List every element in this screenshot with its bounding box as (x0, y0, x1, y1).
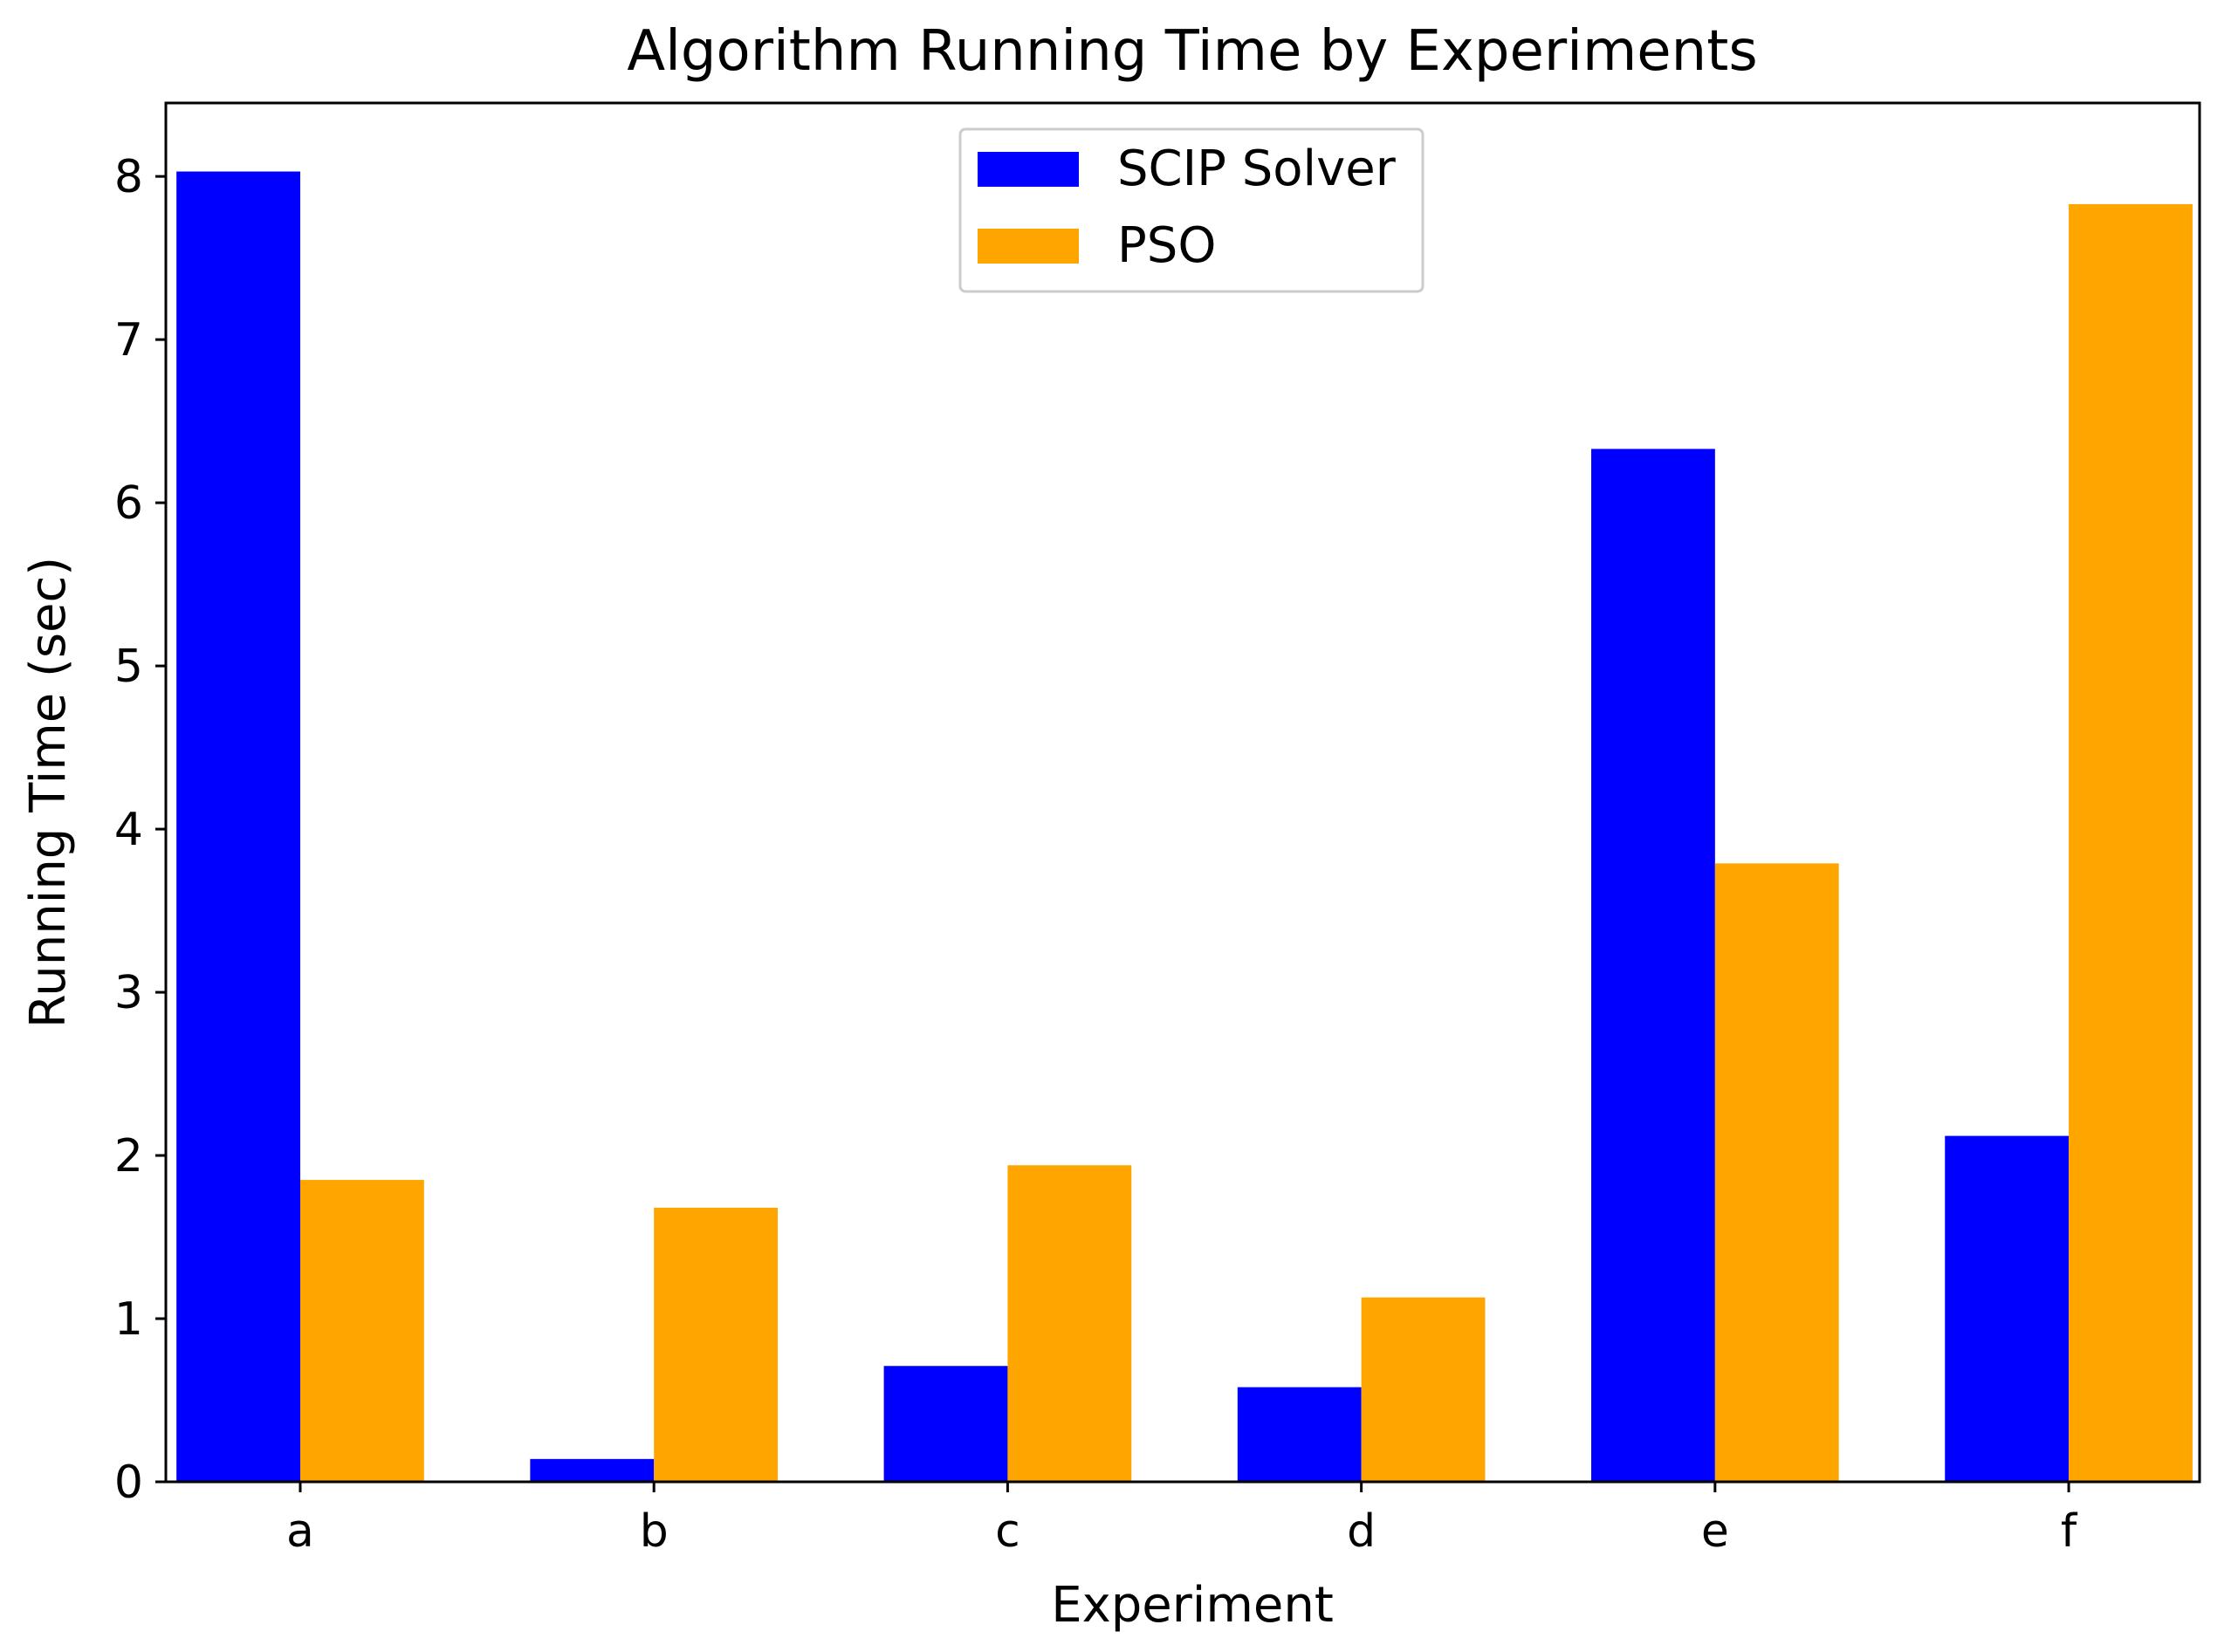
bar-pso-f (2069, 203, 2193, 1483)
bar-scip-solver-f (1945, 1135, 2070, 1482)
y-tick-label: 6 (114, 477, 143, 530)
bar-pso-a (299, 1180, 424, 1482)
legend-label-pso: PSO (1117, 217, 1216, 274)
bar-pso-b (654, 1207, 779, 1482)
y-axis: 0 1 2 3 4 5 6 7 8 (114, 151, 166, 1509)
bar-pso-c (1007, 1165, 1132, 1482)
bars-layer (176, 171, 2193, 1483)
y-tick-label: 5 (114, 641, 143, 693)
legend-label-scip-solver: SCIP Solver (1117, 141, 1397, 197)
y-tick-label: 7 (114, 314, 143, 367)
x-axis: a b c d e f (286, 1482, 2078, 1558)
legend-swatch-pso (978, 229, 1079, 264)
legend: SCIP Solver PSO (958, 127, 1424, 293)
x-tick-label: c (995, 1505, 1020, 1558)
x-axis-label: Experiment (1051, 1577, 1334, 1634)
y-tick-label: 1 (114, 1293, 143, 1346)
chart-title: Algorithm Running Time by Experiments (627, 19, 1757, 84)
x-tick-label: a (286, 1505, 314, 1558)
y-axis-label: Running Time (sec) (20, 557, 77, 1028)
bar-scip-solver-b (530, 1458, 655, 1482)
plot-frame (164, 101, 2201, 1484)
bar-scip-solver-d (1237, 1387, 1362, 1482)
x-tick-label: b (640, 1505, 669, 1558)
bar-pso-e (1714, 863, 1839, 1482)
x-tick-label: d (1347, 1505, 1376, 1558)
legend-swatch-scip-solver (978, 152, 1079, 187)
bar-scip-solver-c (883, 1366, 1008, 1482)
y-tick-label: 8 (114, 151, 143, 203)
y-tick-label: 3 (114, 967, 143, 1019)
bar-scip-solver-a (176, 171, 300, 1482)
y-tick-label: 4 (114, 804, 143, 856)
x-tick-label: f (2061, 1505, 2078, 1558)
y-tick-label: 0 (114, 1457, 143, 1509)
y-tick-label: 2 (114, 1130, 143, 1182)
x-tick-label: e (1701, 1505, 1729, 1558)
bar-pso-d (1361, 1297, 1486, 1482)
bar-scip-solver-e (1591, 449, 1715, 1482)
